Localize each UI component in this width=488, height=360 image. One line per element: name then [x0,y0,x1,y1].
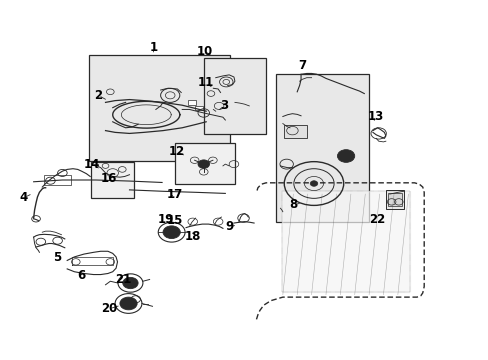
Text: 21: 21 [115,273,132,286]
Bar [387,193,401,207]
Bar [89,55,230,161]
Circle shape [120,297,137,310]
Text: 22: 22 [369,213,385,226]
Text: 20: 20 [101,302,117,315]
Polygon shape [281,191,409,292]
Text: 16: 16 [101,172,117,185]
Bar [195,105,203,110]
Text: 11: 11 [198,76,214,90]
Bar [385,189,403,209]
Circle shape [309,181,317,186]
Text: 3: 3 [220,99,228,112]
Text: 15: 15 [166,214,183,227]
Text: 14: 14 [84,158,100,171]
Bar [44,175,70,185]
Bar [275,74,368,222]
Text: 2: 2 [94,89,102,102]
Bar [283,125,306,138]
Bar [187,100,195,104]
Text: 18: 18 [184,230,201,243]
Circle shape [163,226,180,239]
Circle shape [122,277,138,289]
Text: 5: 5 [53,251,61,264]
Bar [175,143,234,184]
Text: 4: 4 [20,191,28,204]
Text: 8: 8 [289,198,297,211]
Circle shape [337,150,354,162]
Text: 19: 19 [157,213,173,226]
Text: 17: 17 [166,188,183,201]
Text: 12: 12 [168,145,184,158]
Text: 9: 9 [224,220,233,233]
Text: 13: 13 [367,110,384,123]
Bar [203,58,265,134]
Text: 1: 1 [149,41,157,54]
Text: 10: 10 [197,45,213,58]
Text: 7: 7 [297,59,305,72]
Bar [91,162,134,198]
Text: 6: 6 [77,269,85,282]
Circle shape [198,160,209,168]
